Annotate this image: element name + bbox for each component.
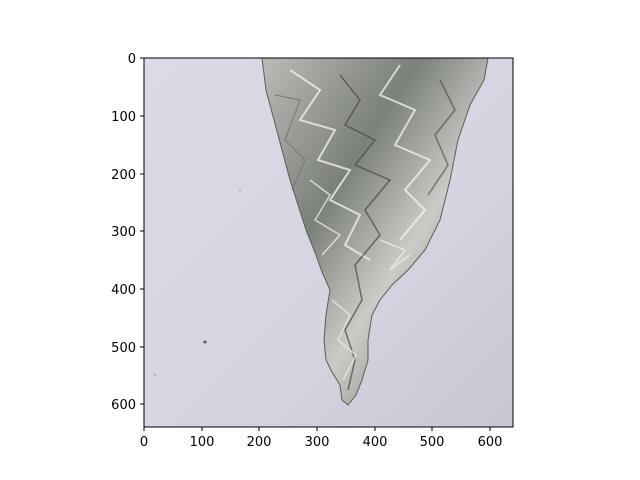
y-tick-label: 600 bbox=[111, 398, 136, 413]
y-axis: 0 100 200 300 400 500 600 bbox=[111, 52, 144, 413]
x-tick-label: 400 bbox=[363, 435, 388, 450]
y-tick-label: 100 bbox=[111, 110, 136, 125]
speck bbox=[203, 340, 207, 344]
x-tick-label: 600 bbox=[478, 435, 503, 450]
x-tick-label: 200 bbox=[247, 435, 272, 450]
image-area bbox=[144, 58, 513, 427]
crumpled-aluminum-foil-photo bbox=[261, 58, 489, 406]
y-tick-label: 500 bbox=[111, 341, 136, 356]
x-tick-label: 0 bbox=[140, 435, 148, 450]
y-tick-label: 200 bbox=[111, 168, 136, 183]
x-axis: 0 100 200 300 400 500 600 bbox=[140, 427, 503, 450]
speck bbox=[239, 189, 241, 191]
axes-frame bbox=[143, 57, 514, 428]
x-tick-label: 100 bbox=[190, 435, 215, 450]
speck bbox=[154, 374, 156, 376]
y-tick-label: 300 bbox=[111, 225, 136, 240]
y-tick-label: 0 bbox=[128, 52, 136, 67]
y-tick-label: 400 bbox=[111, 283, 136, 298]
x-tick-label: 500 bbox=[420, 435, 445, 450]
x-tick-label: 300 bbox=[305, 435, 330, 450]
